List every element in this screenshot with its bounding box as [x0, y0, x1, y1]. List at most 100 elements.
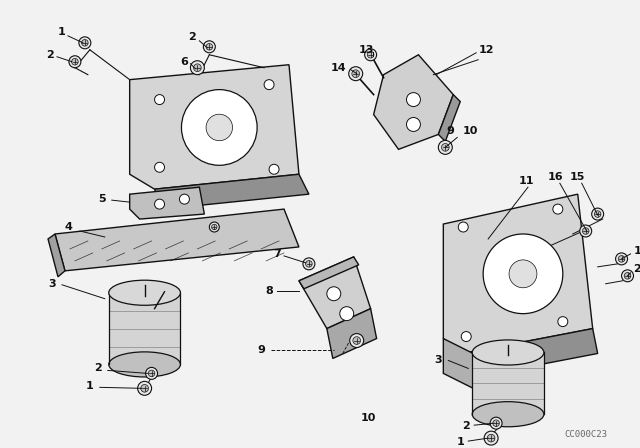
Circle shape [349, 67, 363, 81]
Circle shape [148, 370, 155, 377]
Circle shape [461, 332, 471, 341]
Circle shape [269, 164, 279, 174]
Text: 13: 13 [359, 45, 374, 55]
Circle shape [349, 334, 364, 348]
Text: 10: 10 [361, 413, 376, 423]
Text: 9: 9 [446, 126, 454, 137]
Text: 4: 4 [64, 222, 72, 232]
Polygon shape [299, 257, 358, 289]
Circle shape [141, 384, 148, 392]
Circle shape [303, 258, 315, 270]
Circle shape [618, 256, 625, 262]
Text: 1: 1 [634, 246, 640, 256]
Ellipse shape [472, 340, 544, 365]
Polygon shape [130, 187, 204, 219]
Text: 2: 2 [94, 363, 102, 374]
Circle shape [558, 317, 568, 327]
Circle shape [191, 61, 204, 75]
Circle shape [621, 270, 634, 282]
Circle shape [582, 228, 589, 234]
Ellipse shape [109, 280, 180, 305]
Circle shape [580, 225, 592, 237]
Bar [472, 353, 544, 414]
Text: 1: 1 [58, 27, 66, 37]
Text: 10: 10 [463, 126, 478, 137]
Polygon shape [130, 65, 299, 189]
Text: 8: 8 [265, 286, 273, 296]
Text: 2: 2 [634, 264, 640, 274]
Circle shape [624, 272, 631, 279]
Circle shape [340, 307, 354, 321]
Polygon shape [55, 209, 299, 271]
Circle shape [484, 431, 498, 445]
Text: 5: 5 [98, 194, 106, 204]
Polygon shape [48, 234, 65, 277]
Circle shape [509, 260, 537, 288]
Bar [109, 293, 180, 364]
Text: 1: 1 [456, 437, 464, 447]
Polygon shape [444, 194, 593, 353]
Text: 6: 6 [180, 57, 188, 67]
Ellipse shape [472, 402, 544, 427]
Circle shape [155, 199, 164, 209]
Circle shape [204, 41, 215, 53]
Circle shape [206, 43, 212, 50]
Ellipse shape [109, 352, 180, 377]
Circle shape [179, 194, 189, 204]
Circle shape [209, 222, 220, 232]
Text: 7: 7 [273, 249, 281, 259]
Text: 15: 15 [570, 172, 586, 182]
Circle shape [406, 93, 420, 107]
Circle shape [595, 211, 601, 217]
Text: 9: 9 [257, 345, 265, 356]
Circle shape [72, 58, 78, 65]
Circle shape [155, 95, 164, 104]
Circle shape [306, 261, 312, 267]
Polygon shape [438, 95, 460, 142]
Circle shape [442, 143, 449, 151]
Circle shape [146, 367, 157, 379]
Circle shape [406, 117, 420, 131]
Circle shape [365, 49, 376, 61]
Circle shape [212, 224, 217, 230]
Text: 2: 2 [46, 50, 54, 60]
Circle shape [616, 253, 628, 265]
Circle shape [352, 70, 360, 78]
Circle shape [493, 420, 499, 426]
Text: 2: 2 [462, 421, 470, 431]
Polygon shape [327, 309, 376, 358]
Text: 16: 16 [548, 172, 564, 182]
Circle shape [264, 80, 274, 90]
Polygon shape [463, 328, 598, 379]
Circle shape [79, 37, 91, 49]
Circle shape [182, 90, 257, 165]
Circle shape [327, 287, 340, 301]
Circle shape [490, 417, 502, 429]
Circle shape [353, 337, 360, 345]
Text: 14: 14 [331, 63, 347, 73]
Circle shape [206, 114, 232, 141]
Text: 3: 3 [435, 355, 442, 366]
Circle shape [483, 234, 563, 314]
Circle shape [81, 39, 88, 46]
Polygon shape [444, 339, 473, 388]
Circle shape [458, 222, 468, 232]
Circle shape [592, 208, 604, 220]
Circle shape [367, 52, 374, 58]
Circle shape [193, 64, 201, 72]
Text: 11: 11 [518, 176, 534, 186]
Polygon shape [374, 55, 453, 149]
Circle shape [155, 162, 164, 172]
Text: 12: 12 [478, 45, 494, 55]
Text: 2: 2 [189, 32, 196, 42]
Circle shape [138, 381, 152, 395]
Circle shape [553, 204, 563, 214]
Circle shape [438, 140, 452, 154]
Polygon shape [155, 174, 309, 209]
Text: CC000C23: CC000C23 [564, 430, 607, 439]
Polygon shape [299, 257, 371, 328]
Circle shape [69, 56, 81, 68]
Text: 3: 3 [48, 279, 56, 289]
Circle shape [487, 434, 495, 442]
Text: 1: 1 [86, 381, 93, 392]
